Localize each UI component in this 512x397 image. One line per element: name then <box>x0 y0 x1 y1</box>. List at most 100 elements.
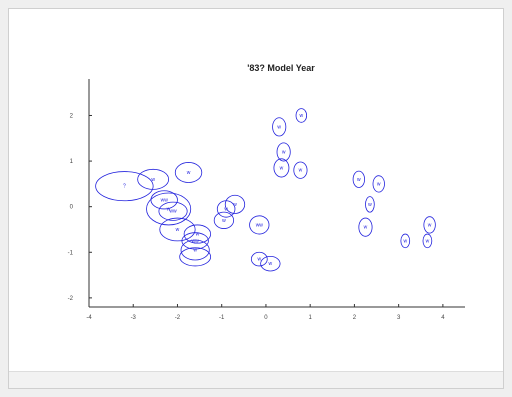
data-point: w <box>183 224 212 244</box>
data-point-ellipse <box>180 239 210 261</box>
data-point-ellipse <box>216 200 236 218</box>
data-point-ellipse <box>273 158 290 178</box>
data-point-ellipse <box>179 247 212 267</box>
y-tick-label: 0 <box>70 205 74 211</box>
data-point: ww <box>150 190 178 210</box>
data-point-label: w <box>277 124 281 130</box>
data-point-label: w <box>377 181 381 187</box>
x-tick-label: -1 <box>219 315 225 321</box>
data-point-ellipse <box>372 175 385 193</box>
figure-window: '83? Model Year -4 -3 -2 -1 0 1 2 3 4 -2 -1 0 1 2 ? w w… <box>8 8 504 389</box>
y-tick-label: -2 <box>68 296 74 302</box>
x-tick-label: 0 <box>264 315 268 321</box>
data-point-label: w <box>364 225 368 231</box>
data-point: ww <box>181 232 209 250</box>
data-point: w <box>423 216 436 234</box>
y-tick-label: -1 <box>68 250 74 256</box>
data-point-label: ww <box>256 222 264 228</box>
data-point-ellipse <box>158 201 188 221</box>
data-point-label: w <box>426 238 430 244</box>
data-point-label: w <box>280 165 284 171</box>
data-point-label: w <box>233 202 237 208</box>
data-point-ellipse <box>137 168 170 190</box>
data-point: w <box>365 196 375 213</box>
x-tick-label: -4 <box>86 315 92 321</box>
data-point-label: w <box>257 257 261 263</box>
data-point: w <box>250 251 268 267</box>
data-point-ellipse <box>400 233 411 249</box>
data-point-ellipse <box>422 233 433 249</box>
y-tick-label: 1 <box>70 159 74 165</box>
x-tick-label: 3 <box>397 315 401 321</box>
data-point: w <box>273 158 290 178</box>
status-bar <box>9 371 503 388</box>
data-point: w <box>276 142 291 162</box>
data-point-label: w <box>368 202 372 208</box>
data-point: w <box>295 108 308 123</box>
data-point: w <box>372 175 385 193</box>
data-point: w <box>137 168 170 190</box>
data-point-label: w <box>167 206 171 212</box>
data-point-label: w <box>151 177 155 183</box>
data-point-ellipse <box>224 194 246 214</box>
x-tick-label: -3 <box>131 315 137 321</box>
data-point-label: w <box>187 170 191 176</box>
x-tick-label: -2 <box>175 315 181 321</box>
data-point-ellipse <box>150 190 178 210</box>
data-point-ellipse <box>95 171 154 202</box>
data-point: ww <box>158 201 188 221</box>
data-point-ellipse <box>423 216 436 234</box>
data-point-label: ww <box>169 209 177 215</box>
data-point-ellipse <box>260 255 281 272</box>
data-point-ellipse <box>146 192 192 226</box>
data-point-label: w <box>300 113 304 119</box>
data-point-ellipse <box>250 251 268 267</box>
data-point: w <box>272 117 287 137</box>
data-point: w <box>216 200 236 218</box>
data-point: w <box>352 170 365 188</box>
data-point: w <box>400 233 411 249</box>
data-point-ellipse <box>213 211 235 229</box>
data-point: w <box>146 192 192 226</box>
data-point: w <box>260 255 281 272</box>
data-point-ellipse <box>295 108 308 123</box>
data-point-ellipse <box>249 215 270 235</box>
x-tick-label: 1 <box>309 315 313 321</box>
data-point: w <box>224 194 246 214</box>
x-tick-label: 4 <box>441 315 445 321</box>
data-point: w <box>159 217 196 242</box>
data-point: w <box>174 162 203 183</box>
data-point-label: w <box>224 206 228 212</box>
data-point: w <box>293 161 308 179</box>
data-point: ? <box>95 171 154 202</box>
data-point-label: w <box>428 222 432 228</box>
chart-title: '83? Model Year <box>247 63 315 73</box>
data-point-ellipse <box>352 170 365 188</box>
data-point-ellipse <box>365 196 375 213</box>
data-point-ellipse <box>183 224 212 244</box>
data-point-label: w <box>269 261 273 267</box>
data-point-label: ? <box>123 184 126 190</box>
data-point: ww <box>249 215 270 235</box>
data-point-ellipse <box>358 217 373 237</box>
data-point-label: w <box>282 149 286 155</box>
data-point-label: w <box>196 232 200 238</box>
x-tick-label: 2 <box>353 315 357 321</box>
data-point: w <box>358 217 373 237</box>
data-point-ellipse <box>181 232 209 250</box>
data-point: w <box>180 239 210 261</box>
data-point: w <box>213 211 235 229</box>
data-point-ellipse <box>174 162 203 183</box>
data-point-label: w <box>222 218 226 224</box>
data-point-ellipse <box>276 142 291 162</box>
data-point <box>179 247 212 267</box>
y-tick-label: 2 <box>70 113 74 119</box>
data-point-label: w <box>193 248 197 254</box>
data-point-ellipse <box>293 161 308 179</box>
data-point-ellipse <box>159 217 196 242</box>
axis-ticks: -4 -3 -2 -1 0 1 2 3 4 -2 -1 0 1 2 <box>68 113 446 321</box>
data-point-label: w <box>176 227 180 233</box>
data-point-label: w <box>403 238 407 244</box>
